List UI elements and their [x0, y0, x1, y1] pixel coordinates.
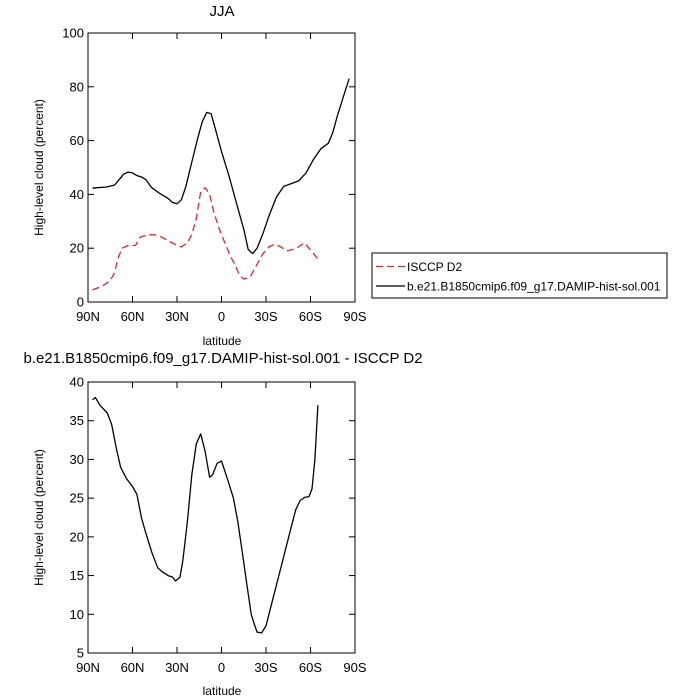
bot-x-tick-label: 30S — [254, 660, 277, 675]
top-plot-frame — [87, 32, 356, 303]
top-y-tick-label: 60 — [70, 133, 84, 148]
top-series-line-0 — [92, 187, 319, 291]
bot-x-tick-label: 0 — [218, 660, 225, 675]
top-x-tick-label: 60N — [121, 309, 145, 324]
top-x-tick-label: 90N — [76, 309, 100, 324]
bot-x-tick-label: 90S — [343, 660, 366, 675]
bot-y-tick-label: 20 — [70, 529, 84, 544]
top-y-tick-label: 100 — [62, 26, 84, 41]
bottom-y-axis: 5 10 15 20 25 30 35 40 — [70, 375, 355, 661]
bot-x-tick-label: 30N — [165, 660, 189, 675]
bottom-series-group — [92, 396, 319, 634]
bottom-y-axis-label: High-level cloud (percent) — [32, 449, 46, 586]
bottom-x-axis-label: latitude — [203, 684, 242, 698]
bot-x-tick-label: 60N — [121, 660, 145, 675]
top-series-line-1 — [92, 78, 350, 255]
top-panel: JJA 0 20 40 60 80 100 90N 60N 30N 0 30S 60S 90S lat… — [32, 3, 367, 348]
top-x-tick-label: 30N — [165, 309, 189, 324]
top-x-axis-label: latitude — [203, 334, 242, 348]
top-y-tick-label: 80 — [70, 79, 84, 94]
top-panel-title: JJA — [209, 3, 234, 20]
top-y-tick-label: 40 — [70, 187, 84, 202]
bottom-plot-frame — [87, 381, 356, 654]
legend: ISCCP D2 b.e21.B1850cmip6.f09_g17.DAMIP-… — [371, 252, 668, 299]
bot-series-line-0 — [92, 396, 319, 634]
top-y-axis: 0 20 40 60 80 100 — [62, 26, 355, 310]
legend-label-model: b.e21.B1850cmip6.f09_g17.DAMIP-hist-sol.… — [407, 280, 661, 294]
bot-x-tick-label: 90N — [76, 660, 100, 675]
bot-y-tick-label: 10 — [70, 607, 84, 622]
bottom-panel-title: b.e21.B1850cmip6.f09_g17.DAMIP-hist-sol.… — [23, 350, 422, 367]
bot-y-tick-label: 15 — [70, 568, 84, 583]
bot-y-tick-label: 25 — [70, 491, 84, 506]
top-y-tick-label: 20 — [70, 241, 84, 256]
bot-y-tick-label: 5 — [77, 646, 84, 661]
top-x-tick-label: 60S — [299, 309, 322, 324]
bot-y-tick-label: 40 — [70, 375, 84, 390]
top-y-tick-label: 0 — [77, 295, 84, 310]
top-series-group — [92, 78, 350, 291]
bottom-panel: b.e21.B1850cmip6.f09_g17.DAMIP-hist-sol.… — [23, 350, 422, 698]
top-y-axis-label: High-level cloud (percent) — [32, 99, 46, 236]
top-x-axis: 90N 60N 30N 0 30S 60S 90S — [76, 33, 367, 324]
legend-box — [371, 252, 668, 299]
top-x-tick-label: 30S — [254, 309, 277, 324]
bot-y-tick-label: 30 — [70, 452, 84, 467]
top-x-tick-label: 0 — [218, 309, 225, 324]
bottom-x-axis: 90N 60N 30N 0 30S 60S 90S — [76, 382, 367, 675]
bot-x-tick-label: 60S — [299, 660, 322, 675]
legend-label-isccp: ISCCP D2 — [407, 260, 462, 274]
bot-y-tick-label: 35 — [70, 413, 84, 428]
top-x-tick-label: 90S — [343, 309, 366, 324]
